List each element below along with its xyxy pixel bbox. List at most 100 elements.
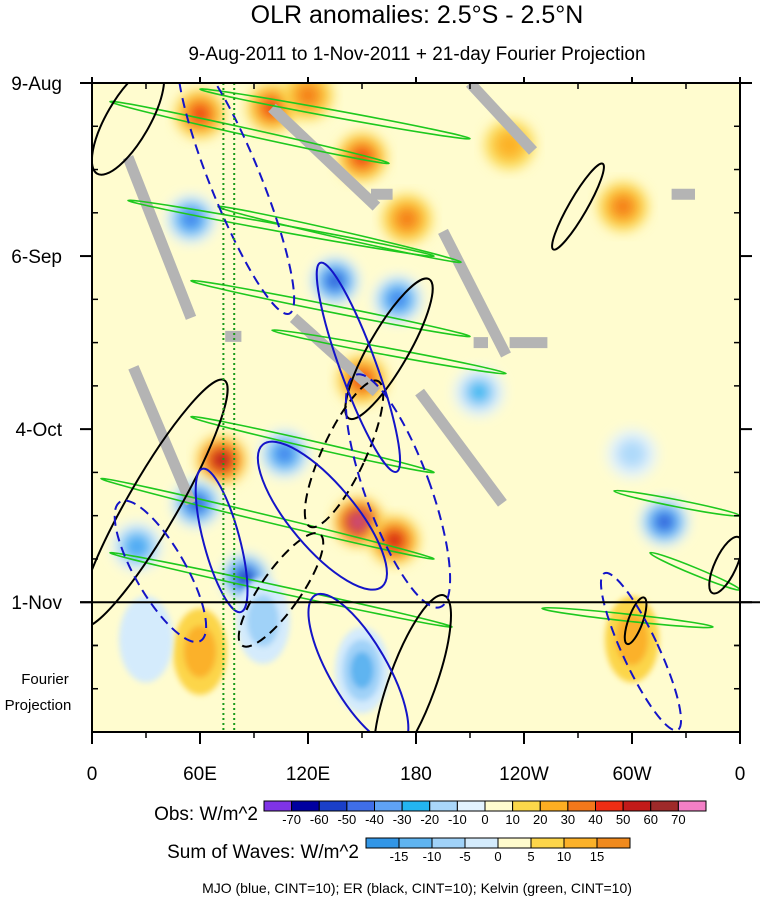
er-contour	[708, 535, 740, 595]
waves-colorbar-level-label: -5	[459, 849, 471, 864]
obs-colorbar-swatch	[567, 800, 596, 812]
waves-colorbar-level-label: 5	[527, 849, 534, 864]
waves-colorbar-swatch	[365, 837, 400, 849]
projection-anomaly-blob	[119, 596, 173, 683]
gray-streak	[415, 388, 507, 507]
x-tick-label: 0	[735, 764, 746, 785]
obs-colorbar-swatch	[650, 800, 679, 812]
gray-streak	[268, 103, 381, 211]
gray-streak	[128, 365, 197, 506]
gray-streak	[438, 228, 511, 358]
projection-label-line2: Projection	[5, 697, 72, 714]
wave-legend-line: MJO (blue, CINT=10); ER (black, CINT=10)…	[202, 880, 632, 896]
obs-colorbar-swatch	[484, 800, 514, 812]
kelvin-contour	[271, 329, 507, 375]
obs-colorbar-swatch	[291, 800, 320, 812]
y-tick-label: 1-Nov	[11, 593, 62, 614]
obs-anomaly-blob	[639, 497, 690, 547]
obs-colorbar-level-label: 50	[616, 812, 630, 827]
obs-colorbar-level-label: 70	[671, 812, 685, 827]
obs-colorbar-swatch	[374, 800, 403, 812]
waves-colorbar-level-label: 0	[494, 849, 501, 864]
y-tick-label: 4-Oct	[16, 420, 63, 441]
kelvin-contour	[613, 489, 740, 517]
obs-colorbar-swatch	[677, 800, 707, 812]
er-contour	[372, 594, 452, 732]
chart-subtitle: 9-Aug-2011 to 1-Nov-2011 + 21-day Fourie…	[188, 44, 645, 65]
waves-colorbar-swatch	[464, 837, 499, 849]
y-tick-label: 9-Aug	[11, 74, 62, 95]
projection-label-line1: Fourier	[21, 671, 69, 688]
mjo-contour	[344, 373, 452, 609]
waves-colorbar-level-label: 10	[557, 849, 571, 864]
obs-colorbar-swatch	[401, 800, 431, 812]
x-tick-label: 0	[87, 764, 98, 785]
mjo-contour	[194, 467, 249, 614]
projection-anomaly-blob	[236, 577, 290, 665]
obs-anomaly-blob	[174, 89, 226, 139]
kelvin-contour	[109, 100, 390, 165]
obs-colorbar-level-label: -50	[337, 812, 356, 827]
obs-anomaly-blob	[309, 256, 361, 306]
er-contour	[303, 379, 385, 529]
mjo-contour	[176, 83, 296, 316]
obs-colorbar-swatch	[346, 800, 375, 812]
obs-colorbar: Obs: W/m^2 -70 -60 -50 -40 -30 -20 -10 0 10 20 30 4…	[154, 800, 707, 827]
obs-anomaly-blob	[336, 132, 388, 182]
obs-colorbar-level-label: 10	[505, 812, 519, 827]
waves-colorbar-swatch	[530, 837, 565, 849]
mjo-contours	[113, 83, 683, 732]
obs-colorbar-swatch	[539, 800, 569, 812]
waves-colorbar-level-label: 15	[590, 849, 604, 864]
obs-colorbar-swatch	[318, 800, 348, 812]
x-axis: 0 60E 120E 180 120W 60W 0	[87, 77, 746, 785]
obs-anomaly-blob	[111, 521, 163, 572]
obs-anomaly-blob	[453, 367, 505, 417]
mjo-contour	[599, 571, 683, 732]
x-tick-label: 120E	[286, 764, 330, 785]
er-contour	[237, 531, 325, 648]
waves-colorbar-label: Sum of Waves: W/m^2	[167, 842, 359, 863]
obs-colorbar-level-label: 0	[481, 812, 488, 827]
waves-colorbar-level-label: -15	[390, 849, 409, 864]
missing-data-streaks	[122, 83, 695, 507]
projection-anomaly-blob	[335, 626, 389, 714]
waves-colorbar-swatch	[398, 837, 433, 849]
mjo-contour	[256, 440, 388, 591]
waves-colorbar-swatch	[497, 837, 532, 849]
kelvin-contour	[190, 279, 471, 338]
kelvin-contour	[100, 477, 435, 560]
er-contours	[92, 83, 740, 732]
y-axis: 9-Aug 6-Sep 4-Oct 1-Nov	[11, 74, 760, 690]
mjo-contour	[113, 499, 208, 644]
gray-streak	[122, 155, 197, 320]
obs-colorbar-swatch	[263, 800, 293, 812]
x-tick-label: 60E	[183, 764, 217, 785]
obs-colorbar-level-label: 30	[561, 812, 575, 827]
er-contour	[92, 83, 166, 176]
obs-colorbar-swatch	[512, 800, 541, 812]
obs-colorbar-swatch	[622, 800, 652, 812]
obs-colorbar-level-label: -30	[393, 812, 412, 827]
x-tick-label: 180	[400, 764, 432, 785]
y-tick-label: 6-Sep	[11, 247, 62, 268]
er-contour	[623, 596, 648, 646]
obs-colorbar-level-label: -70	[282, 812, 301, 827]
obs-colorbar-swatch	[456, 800, 486, 812]
obs-colorbar-level-label: -60	[310, 812, 329, 827]
obs-anomaly-blob	[597, 181, 649, 232]
obs-anomaly-blob	[606, 429, 658, 479]
reference-longitude-lines	[222, 83, 236, 732]
obs-colorbar-level-label: -10	[448, 812, 467, 827]
er-contour	[92, 378, 229, 629]
obs-anomaly-blob	[381, 194, 433, 244]
obs-colorbar-level-label: -20	[420, 812, 439, 827]
gray-streak	[465, 83, 538, 155]
mjo-contour	[315, 261, 402, 474]
plot-area	[92, 83, 740, 732]
obs-colorbar-level-label: -40	[365, 812, 384, 827]
obs-anomaly-blob	[196, 435, 247, 485]
x-tick-label: 60W	[612, 764, 651, 785]
obs-colorbar-level-label: 60	[644, 812, 658, 827]
